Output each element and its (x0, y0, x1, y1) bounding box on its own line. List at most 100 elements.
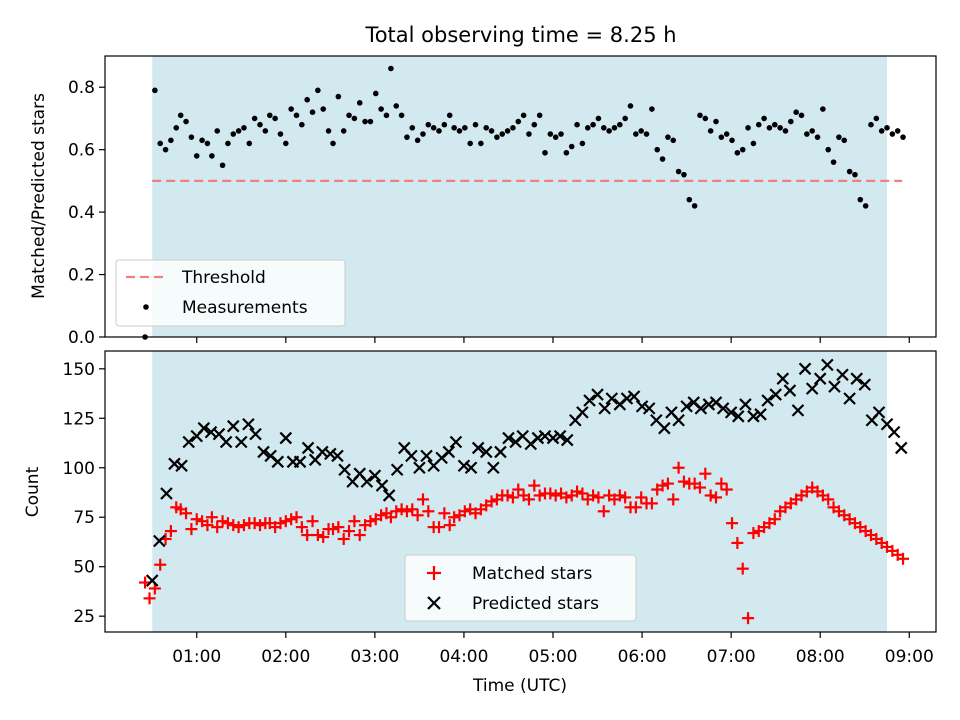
measurement-point (446, 112, 453, 119)
bottom-y-tick-label: 25 (73, 607, 95, 627)
predicted-star-point (702, 398, 716, 411)
top-panel: 0.00.20.40.60.8 Matched/Predicted stars … (29, 55, 937, 348)
measurement-point (183, 118, 189, 125)
predicted-star-point (798, 362, 812, 376)
measurement-point (225, 140, 231, 147)
matched-star-point (726, 517, 739, 530)
predicted-star-point (153, 534, 166, 548)
predicted-star-point (420, 449, 433, 463)
measurement-point (335, 93, 342, 100)
measurement-point (617, 121, 623, 128)
x-tick-label: 03:00 (350, 647, 399, 667)
matched-star-point (221, 517, 234, 530)
predicted-star-point (583, 394, 596, 407)
measurement-point (214, 128, 221, 134)
matched-star-point (375, 509, 388, 522)
x-tick-label: 04:00 (439, 647, 488, 667)
measurement-point (257, 121, 263, 128)
measurement-point (414, 137, 421, 144)
matched-star-point (822, 493, 835, 506)
matched-star-point (443, 519, 456, 532)
measurement-point (611, 125, 618, 131)
measurement-point (563, 149, 570, 156)
predicted-star-point (805, 382, 819, 395)
matched-star-point (285, 513, 298, 526)
matched-star-point (528, 479, 541, 492)
x-tick-label: 07:00 (707, 647, 756, 667)
matched-star-point (227, 519, 240, 532)
measurement-point (739, 146, 746, 153)
measurement-point (665, 134, 671, 140)
measurement-point (504, 128, 511, 134)
matched-star-point (390, 505, 403, 518)
x-tick-label: 06:00 (618, 647, 667, 667)
bottom-y-axis-label: Count (23, 466, 43, 517)
predicted-star-point (761, 394, 774, 407)
matched-stars-points (139, 461, 910, 625)
matched-star-point (201, 519, 214, 532)
predicted-star-point (405, 449, 418, 463)
measurement-point (499, 131, 506, 137)
matched-star-point (438, 507, 451, 520)
measurement-point (340, 128, 347, 134)
matched-star-point (274, 517, 287, 530)
matched-star-point (742, 612, 755, 625)
predicted-star-point (494, 445, 507, 459)
measurement-point (707, 128, 714, 134)
predicted-star-point (828, 380, 841, 393)
measurement-point (404, 134, 410, 140)
predicted-star-point (694, 402, 708, 415)
predicted-star-point (324, 447, 337, 461)
matched-star-point (704, 489, 717, 502)
top-legend: Threshold Measurements (115, 259, 346, 327)
predicted-star-point (887, 425, 901, 439)
matched-star-point (699, 467, 712, 480)
predicted-star-point (457, 459, 471, 473)
measurement-point (878, 128, 885, 134)
measurement-point (304, 96, 310, 103)
predicted-star-point (716, 402, 730, 415)
measurement-point (478, 140, 484, 147)
measurement-point (547, 131, 554, 137)
matched-star-point (332, 521, 345, 534)
matched-star-point (416, 493, 429, 506)
measurement-point (209, 153, 215, 159)
measurement-point (351, 115, 358, 122)
measurement-point (241, 125, 247, 131)
matched-star-point (747, 527, 760, 540)
matched-star-point (485, 495, 498, 508)
predicted-star-point (776, 372, 790, 385)
measurement-point (510, 125, 516, 131)
predicted-star-point (591, 388, 604, 401)
measurement-point (330, 140, 336, 147)
matched-star-point (897, 552, 910, 565)
measurement-point (755, 121, 762, 128)
measurement-point (367, 118, 374, 125)
measurement-point (691, 203, 698, 209)
predicted-star-point (271, 455, 285, 469)
measurement-point (873, 115, 880, 122)
measurement-point (542, 149, 548, 156)
measurement-point (841, 137, 848, 144)
matched-star-point (400, 505, 413, 518)
matched-star-point (180, 507, 193, 520)
predicted-star-point (783, 384, 797, 397)
measurement-point (884, 125, 890, 131)
top-y-tick-label: 0.4 (68, 203, 95, 223)
measurement-point (362, 118, 368, 125)
measurement-point (246, 140, 253, 147)
matched-star-point (384, 511, 397, 524)
matched-star-point (143, 592, 156, 605)
matched-star-point (677, 475, 690, 488)
legend-threshold-label: Threshold (181, 268, 266, 288)
top-legend-box (115, 259, 346, 327)
predicted-star-point (560, 433, 574, 447)
predicted-star-point (338, 463, 351, 477)
matched-star-point (211, 521, 224, 534)
measurement-point (173, 125, 180, 131)
predicted-star-point (605, 392, 619, 405)
predicted-star-point (821, 358, 834, 372)
measurement-point (852, 171, 858, 178)
matched-star-point (232, 521, 245, 534)
legend-predicted-label: Predicted stars (472, 594, 599, 614)
